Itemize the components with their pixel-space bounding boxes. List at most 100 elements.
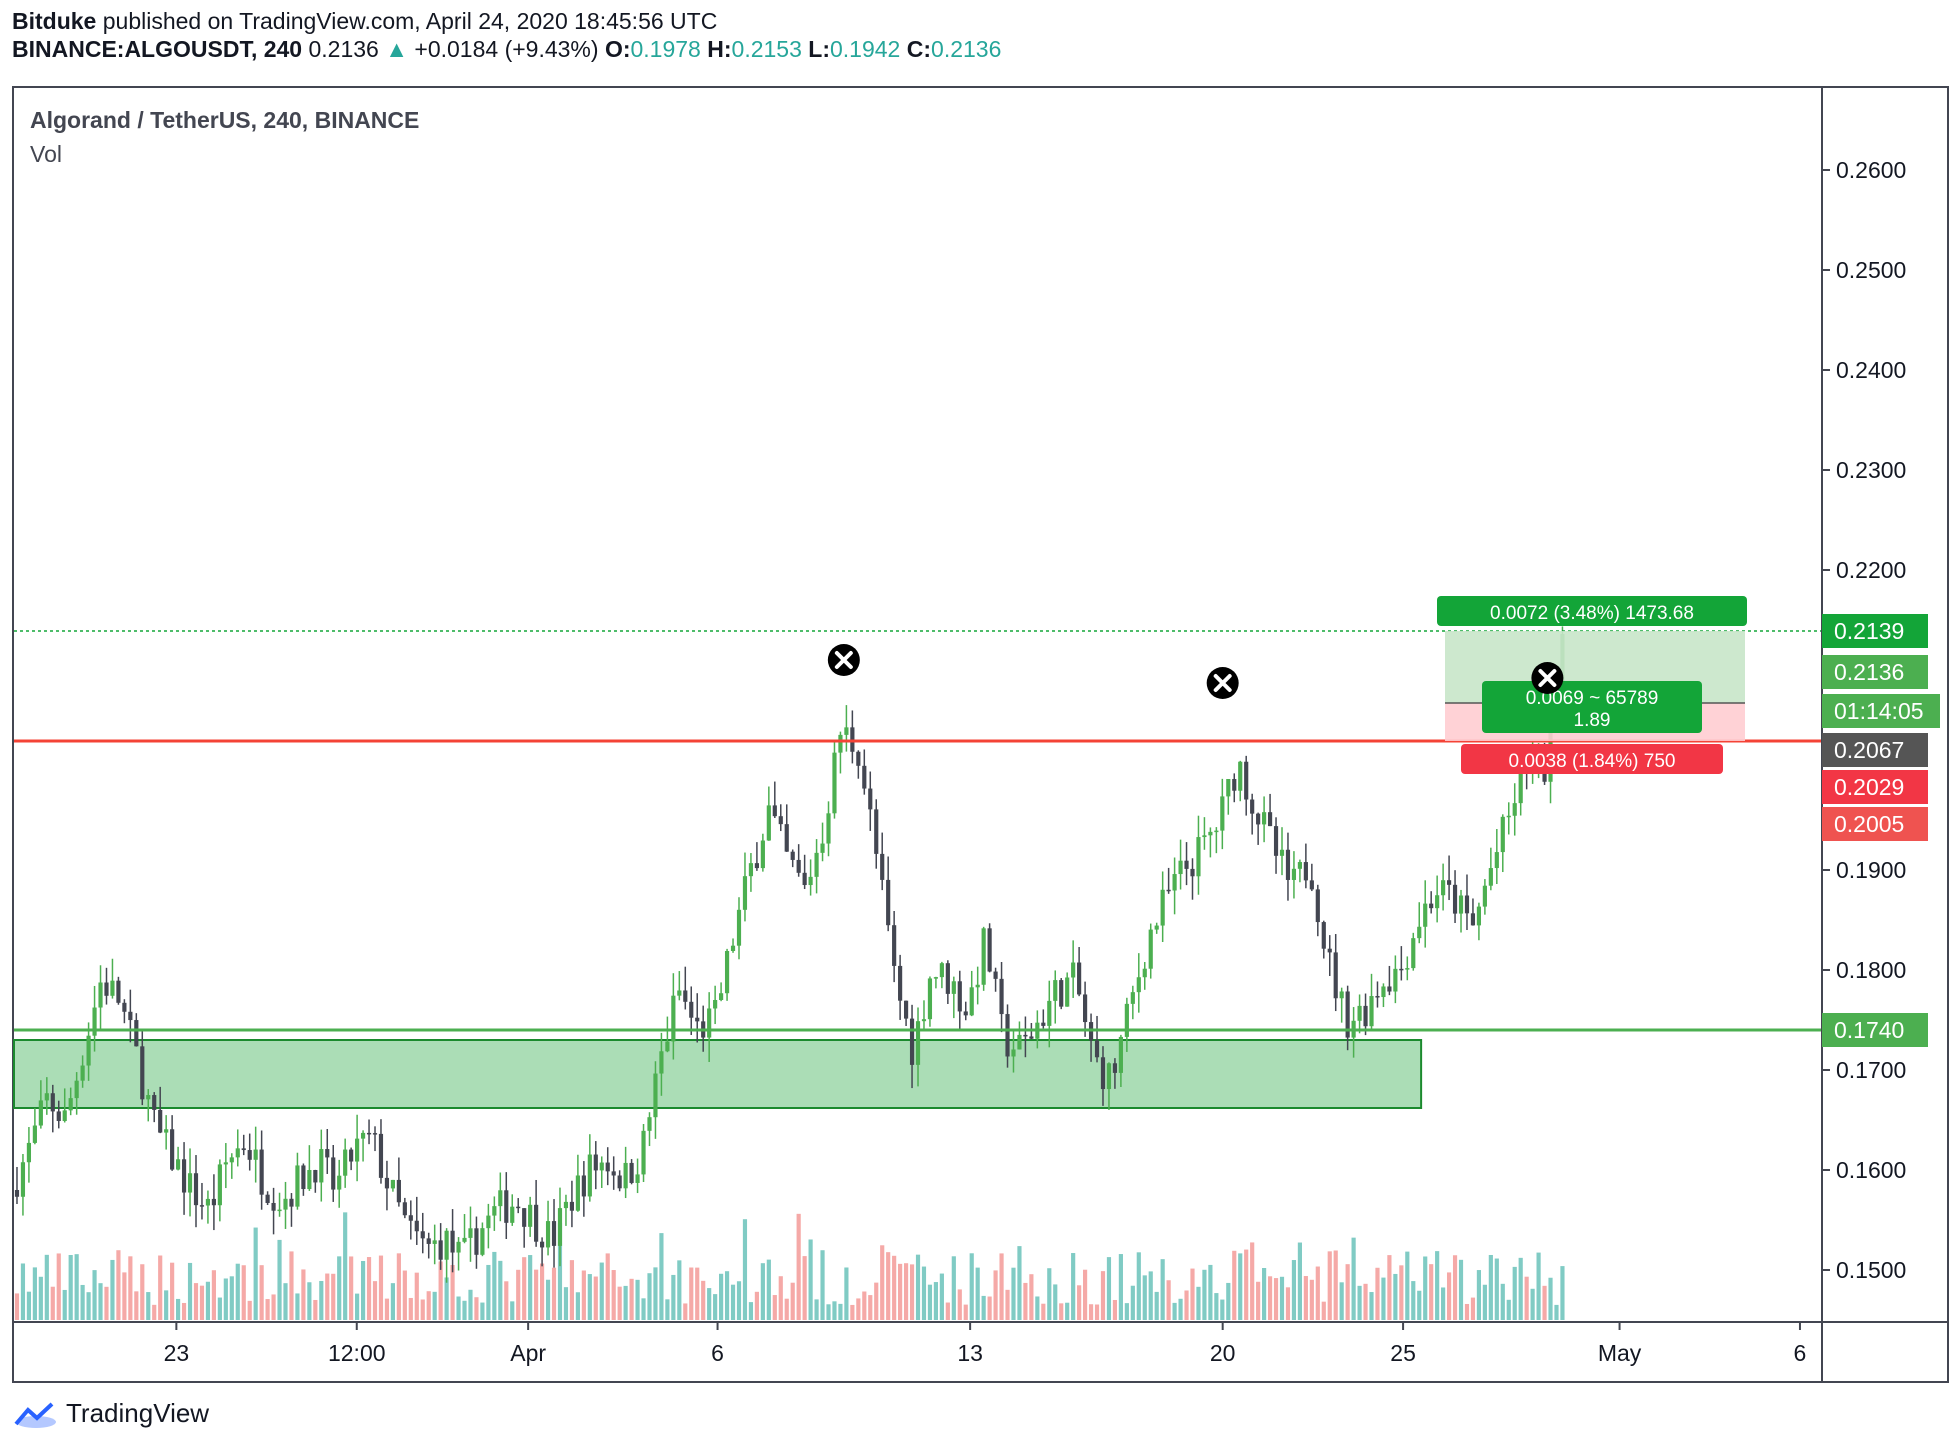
volume-bar xyxy=(921,1266,927,1320)
volume-bar xyxy=(134,1291,139,1320)
candle-body xyxy=(1285,849,1291,880)
volume-bar xyxy=(677,1260,682,1320)
volume-bar xyxy=(217,1297,222,1320)
volume-bar xyxy=(534,1269,539,1320)
volume-bar xyxy=(426,1291,431,1320)
candle-body xyxy=(1142,968,1147,978)
price-tick-label: 0.2500 xyxy=(1836,257,1906,283)
candle-body xyxy=(1339,991,1344,999)
price-badge[interactable] xyxy=(1822,655,1928,689)
volume-bar xyxy=(605,1253,610,1320)
price-badge-label: 0.2005 xyxy=(1834,811,1904,837)
volume-bar xyxy=(969,1253,974,1320)
candle-body xyxy=(1381,986,1386,998)
volume-bar xyxy=(951,1256,956,1320)
volume-bar xyxy=(199,1285,205,1320)
candle-body xyxy=(56,1111,61,1122)
price-badge-label: 0.2067 xyxy=(1834,737,1904,763)
candle-body xyxy=(456,1241,461,1253)
price-badge[interactable] xyxy=(1822,733,1928,767)
candle-body xyxy=(1083,994,1088,1023)
volume-bar xyxy=(20,1263,26,1320)
last-price: 0.2136 xyxy=(308,36,379,62)
volume-bar xyxy=(993,1270,998,1320)
risk-reward-label-box[interactable] xyxy=(1482,681,1702,733)
stop-label-box[interactable] xyxy=(1461,744,1723,774)
candle-body xyxy=(116,980,121,1003)
volume-bar xyxy=(1059,1303,1064,1320)
volume-bar xyxy=(164,1290,169,1320)
volume-bar xyxy=(122,1272,127,1320)
candle-body xyxy=(719,993,724,1001)
volume-bar xyxy=(1417,1290,1422,1320)
volume-bar xyxy=(1452,1255,1458,1320)
candle-body xyxy=(545,1221,551,1248)
volume-bar xyxy=(283,1283,288,1320)
volume-bar xyxy=(1476,1270,1482,1320)
price-tick-label: 0.1600 xyxy=(1836,1157,1906,1183)
price-badge[interactable] xyxy=(1822,807,1928,841)
candle-body xyxy=(1417,926,1422,939)
candle-body xyxy=(301,1165,306,1190)
volume-bar xyxy=(832,1301,837,1320)
candle-body xyxy=(44,1093,49,1101)
candle-body xyxy=(86,1035,91,1066)
tradingview-logo[interactable]: TradingView xyxy=(12,1398,209,1429)
price-badge[interactable] xyxy=(1822,614,1928,648)
volume-bar xyxy=(325,1273,330,1320)
candle-body xyxy=(528,1204,533,1227)
candle-body xyxy=(1345,991,1350,1038)
low-label: L: xyxy=(808,36,830,62)
price-badge[interactable] xyxy=(1822,770,1928,804)
candle-body xyxy=(1333,952,1338,999)
volume-bar xyxy=(468,1289,473,1320)
candle-body xyxy=(331,1157,336,1190)
candle-body xyxy=(844,727,849,735)
volume-bar xyxy=(850,1304,855,1320)
price-badge[interactable] xyxy=(1822,694,1940,728)
volume-bar xyxy=(820,1250,825,1320)
candle-body xyxy=(605,1162,610,1172)
volume-bar xyxy=(498,1260,503,1320)
volume-bar xyxy=(1142,1275,1147,1320)
volume-bar xyxy=(259,1265,264,1320)
volume-bar xyxy=(492,1251,497,1320)
price-badge[interactable] xyxy=(1822,1013,1928,1047)
author-name[interactable]: Bitduke xyxy=(12,8,97,34)
candle-body xyxy=(1357,1005,1362,1021)
price-tick-label: 0.2400 xyxy=(1836,357,1906,383)
candle-body xyxy=(462,1237,467,1242)
target-label-box[interactable] xyxy=(1437,596,1747,626)
volume-bar xyxy=(1363,1283,1368,1320)
volume-bar xyxy=(1035,1296,1040,1320)
volume-bar xyxy=(1285,1287,1291,1320)
candle-body xyxy=(790,851,795,860)
volume-bar xyxy=(1053,1284,1058,1320)
candle-body xyxy=(754,863,759,869)
candle-body xyxy=(438,1240,443,1260)
candle-body xyxy=(1071,962,1076,978)
volume-bar xyxy=(1172,1302,1177,1320)
volume-bar xyxy=(886,1252,891,1320)
volume-bar xyxy=(187,1262,193,1320)
symbol-label[interactable]: BINANCE:ALGOUSDT, 240 xyxy=(12,36,303,62)
volume-bar xyxy=(748,1302,754,1320)
candle-body xyxy=(516,1206,521,1209)
candle-body xyxy=(1476,906,1482,926)
candle-body xyxy=(152,1095,157,1110)
volume-bar xyxy=(1494,1258,1499,1320)
volume-bar xyxy=(945,1302,950,1320)
candle-body xyxy=(402,1202,407,1216)
candle-body xyxy=(1423,903,1428,927)
risk-reward-label-text: 1.89 xyxy=(1574,710,1611,731)
volume-bar xyxy=(140,1264,145,1320)
support-zone[interactable] xyxy=(13,1039,1423,1109)
volume-bar xyxy=(641,1298,646,1320)
price-badge-label: 0.1740 xyxy=(1834,1017,1904,1043)
price-badge-label: 0.2029 xyxy=(1834,774,1904,800)
candle-body xyxy=(880,853,885,880)
candle-body xyxy=(832,752,837,814)
volume-bar xyxy=(713,1294,718,1320)
volume-bar xyxy=(1083,1269,1088,1320)
